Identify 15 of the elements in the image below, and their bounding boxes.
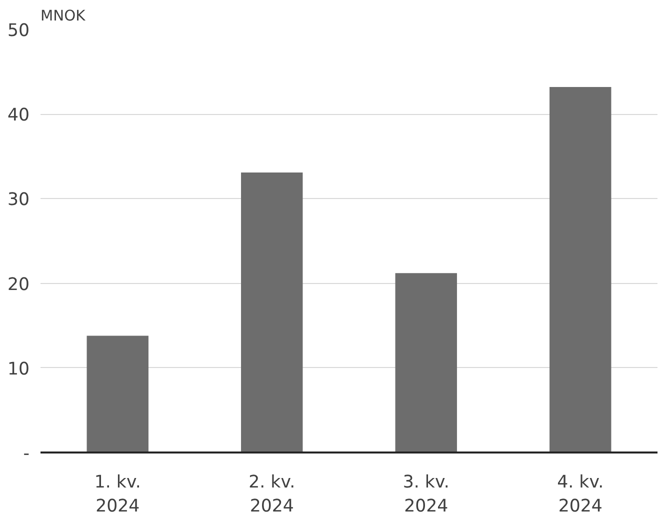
bar (395, 273, 457, 452)
bar (241, 172, 303, 452)
bar (86, 336, 148, 452)
y-tick-label: 40 (7, 106, 30, 126)
x-tick-label: 4. kv. 2024 (557, 472, 604, 516)
x-tick-label: 1. kv. 2024 (94, 472, 141, 516)
bar (550, 87, 612, 452)
x-tick-label: 3. kv. 2024 (402, 472, 450, 516)
y-tick-label: 50 (7, 21, 30, 41)
y-axis-title: MNOK (40, 8, 86, 24)
y-tick-label: - (23, 444, 30, 464)
y-tick-label: 30 (7, 190, 30, 210)
x-tick-label: 2. kv. 2024 (248, 472, 296, 516)
y-tick-label: 20 (7, 274, 30, 295)
y-tick-label: 10 (7, 359, 30, 380)
